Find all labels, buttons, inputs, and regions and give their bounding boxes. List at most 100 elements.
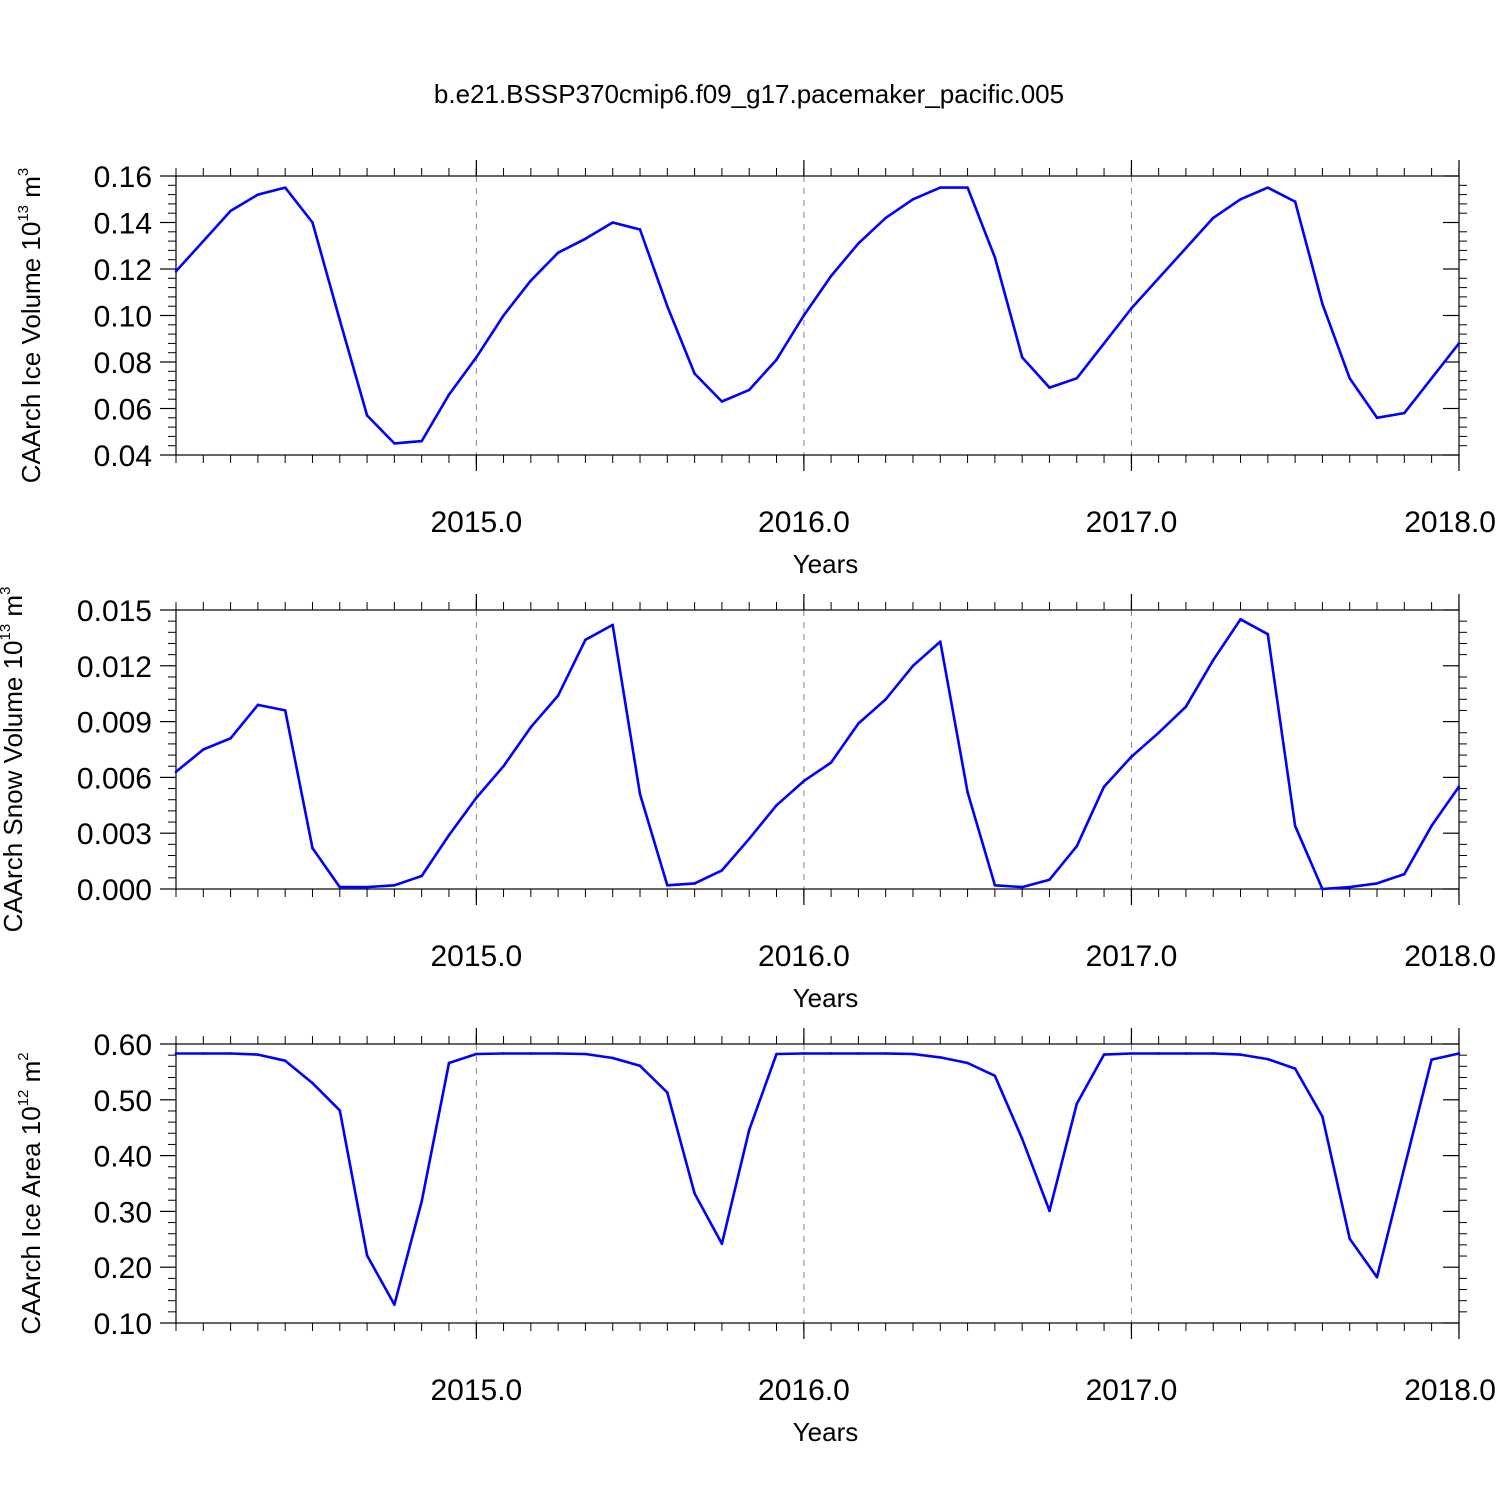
data-point (1157, 277, 1160, 280)
data-point (884, 1052, 887, 1055)
data-point (1266, 1057, 1270, 1061)
data-point (966, 186, 969, 189)
data-point (884, 697, 887, 701)
data-point (229, 737, 232, 740)
data-point (311, 846, 314, 850)
data-point (393, 442, 396, 445)
x-tick-label: 2018.0 (1404, 940, 1496, 973)
data-point (829, 1052, 833, 1055)
data-point (256, 193, 260, 196)
data-point (174, 270, 178, 273)
data-point (1157, 1052, 1160, 1055)
x-tick-label: 2015.0 (430, 506, 522, 539)
data-point (1457, 785, 1461, 788)
y-tick-label: 0.20 (94, 1252, 152, 1285)
data-point (283, 1059, 287, 1063)
data-point (938, 186, 942, 189)
y-tick-label: 0.012 (77, 651, 152, 684)
data-point (775, 358, 778, 361)
data-point (1211, 1052, 1215, 1055)
series-line-snow-volume (175, 617, 1460, 891)
series-line-ice-volume (175, 186, 1460, 445)
y-tick-label: 0.015 (77, 595, 152, 628)
data-point (256, 1053, 260, 1056)
data-point (1321, 302, 1324, 306)
data-point (638, 1064, 642, 1068)
data-point (857, 722, 860, 725)
data-point (1402, 872, 1406, 876)
data-point (201, 748, 205, 751)
data-point (229, 209, 232, 213)
data-point (829, 761, 833, 764)
data-point (638, 228, 642, 231)
data-point (1348, 885, 1352, 889)
data-point (747, 1128, 751, 1132)
y-tick-label: 0.10 (94, 301, 152, 334)
data-point (311, 221, 314, 224)
data-point (502, 314, 505, 317)
data-point (911, 197, 915, 201)
data-point (1375, 882, 1379, 885)
y-tick-label: 0.60 (94, 1029, 152, 1062)
data-point (802, 1052, 806, 1055)
data-point (1102, 342, 1106, 345)
data-point (420, 1200, 423, 1203)
data-point (638, 792, 642, 796)
x-axis-label: Years (793, 549, 859, 579)
data-point (1130, 1052, 1133, 1055)
data-point (802, 779, 806, 783)
data-point (1020, 885, 1024, 889)
data-point (393, 883, 396, 887)
data-point (283, 709, 287, 712)
plot-frame (175, 175, 1460, 456)
data-point (584, 1052, 587, 1056)
data-point (857, 1052, 860, 1055)
y-axis-label: CAArch Ice Area 1012 m2 (15, 1052, 46, 1334)
data-point (966, 790, 969, 794)
data-point (1430, 824, 1433, 828)
data-point (502, 764, 505, 768)
data-point (1239, 197, 1242, 201)
data-point (1348, 376, 1352, 380)
data-point (693, 1192, 696, 1195)
data-point (1184, 1052, 1188, 1055)
data-point (584, 638, 587, 642)
data-point (993, 256, 997, 259)
data-point (283, 186, 287, 189)
data-point (1157, 731, 1160, 735)
data-point (666, 304, 669, 308)
y-tick-label: 0.009 (77, 707, 152, 740)
data-point (1430, 376, 1433, 380)
data-point (611, 221, 615, 224)
data-point (201, 1052, 205, 1055)
data-point (1102, 785, 1106, 788)
x-tick-label: 2018.0 (1404, 1374, 1496, 1407)
y-tick-label: 0.10 (94, 1308, 152, 1341)
data-point (1430, 1058, 1433, 1061)
data-point (447, 1061, 451, 1065)
data-point (256, 703, 260, 707)
data-point (720, 1242, 724, 1246)
data-point (1211, 216, 1215, 220)
x-tick-label: 2017.0 (1086, 1374, 1178, 1407)
x-tick-label: 2018.0 (1404, 506, 1496, 539)
data-point (556, 1052, 560, 1055)
y-tick-label: 0.16 (94, 161, 152, 194)
plot-frame (175, 609, 1460, 890)
x-tick-label: 2016.0 (758, 506, 850, 539)
y-tick-label: 0.12 (94, 254, 152, 287)
data-point (529, 279, 533, 282)
data-point (611, 623, 615, 627)
x-tick-label: 2016.0 (758, 1374, 850, 1407)
data-point (447, 833, 451, 837)
data-point (666, 883, 669, 887)
plot-frame (175, 1043, 1460, 1324)
panel-ice-area: 0.10 0.20 0.30 0.40 0.50 0.60 2015.0 2016.0 2017… (15, 1028, 1496, 1447)
y-tick-label: 0.06 (94, 394, 152, 427)
data-point (1375, 416, 1379, 420)
y-tick-label: 0.000 (77, 874, 152, 907)
panel-ice-volume: 0.04 0.06 0.08 0.10 0.12 0.14 0.16 2015.0 2016.0… (15, 160, 1496, 579)
data-point (720, 869, 724, 872)
data-point (174, 1052, 178, 1055)
